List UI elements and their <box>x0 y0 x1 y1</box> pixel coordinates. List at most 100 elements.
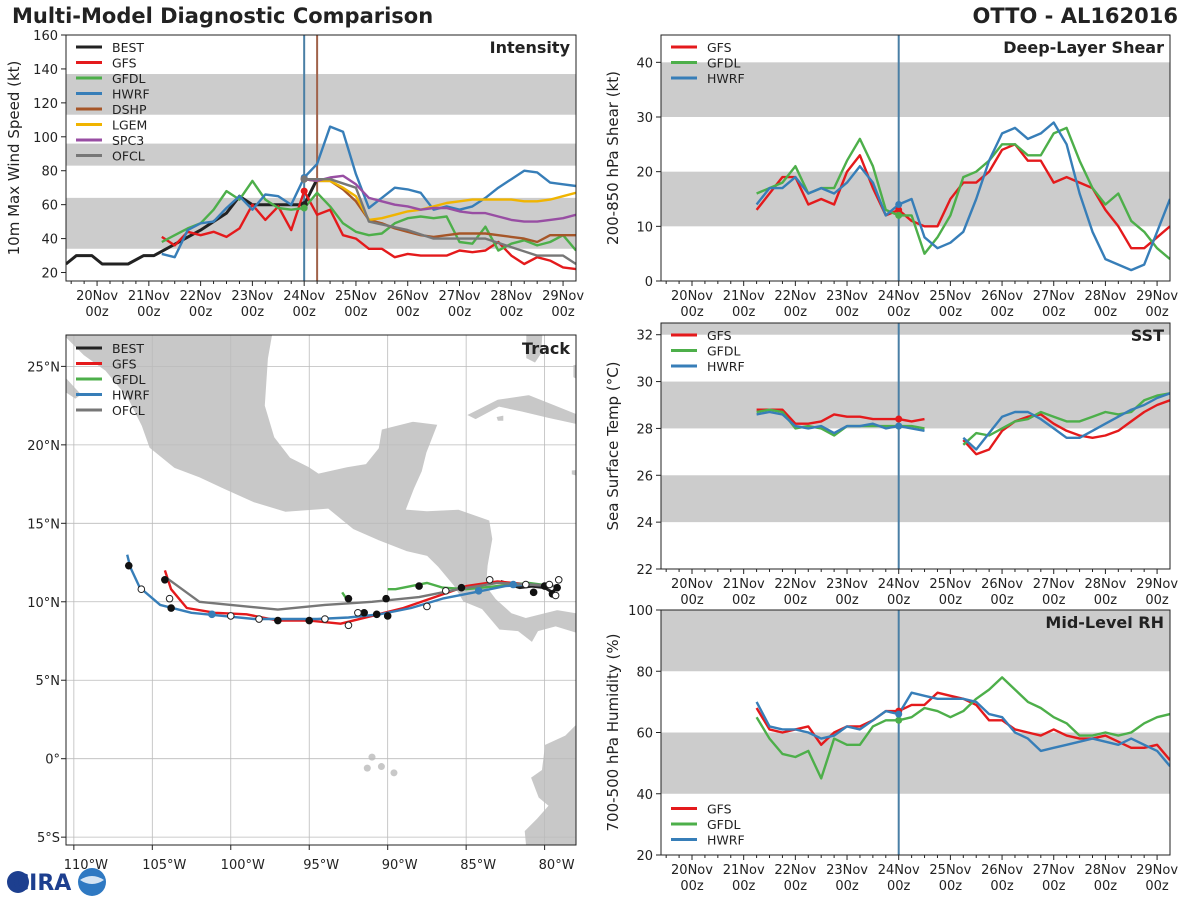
track-marker-open <box>255 615 263 623</box>
x-tick-label-hour: 00z <box>784 305 808 320</box>
legend-label-gfs: GFS <box>112 56 137 71</box>
plot-frame <box>65 34 577 282</box>
x-tick-label-hour: 00z <box>835 879 859 894</box>
logo-text: CIRA <box>13 871 71 896</box>
chart-title: Deep-Layer Shear <box>1003 38 1164 57</box>
track-marker-open <box>551 591 560 600</box>
current-point <box>300 204 308 212</box>
track-marker-open <box>441 586 450 595</box>
x-tick-label-hour: 00z <box>85 305 109 320</box>
land-south-america <box>523 611 576 845</box>
chart-title: Mid-Level RH <box>1045 613 1164 632</box>
series-line-gfdl <box>755 676 1170 780</box>
x-tick-label-day: 28Nov <box>1084 289 1126 304</box>
current-point <box>895 211 903 219</box>
x-tick-label-day: 28Nov <box>1084 577 1126 592</box>
x-tick-label-day: 28Nov <box>1084 863 1126 878</box>
x-tick-label-day: 24Nov <box>283 289 325 304</box>
chart-intensity: 20Nov00z21Nov00z22Nov00z23Nov00z24Nov00z… <box>5 29 584 320</box>
legend-label-gfdl: GFDL <box>707 817 741 832</box>
x-tick-label: 105°W <box>142 858 186 873</box>
threshold-band <box>661 610 1170 672</box>
track-marker-filled <box>360 608 368 617</box>
x-tick-label-day: 25Nov <box>929 863 971 878</box>
track-marker-filled <box>553 583 561 592</box>
series-line-hwrf <box>755 691 1170 767</box>
x-tick-label-day: 25Nov <box>929 577 971 592</box>
legend-label-gfdl: GFDL <box>707 344 741 359</box>
x-tick-label-hour: 00z <box>732 305 756 320</box>
y-tick-label: 160 <box>33 29 58 44</box>
plot-area <box>66 35 576 281</box>
x-tick-label: 90°W <box>382 858 418 873</box>
x-tick-label-day: 25Nov <box>335 289 377 304</box>
x-tick-label-day: 23Nov <box>826 577 868 592</box>
x-tick-label-hour: 00z <box>448 305 472 320</box>
x-tick-label-day: 21Nov <box>128 289 170 304</box>
x-tick-label-day: 23Nov <box>231 289 273 304</box>
chart-rh: 20Nov00z21Nov00z22Nov00z23Nov00z24Nov00z… <box>604 604 1178 894</box>
threshold-band <box>66 197 576 249</box>
current-point <box>895 422 903 430</box>
threshold-band <box>66 74 576 115</box>
y-tick-label: 0 <box>645 275 653 290</box>
y-tick-label: 0° <box>45 753 60 768</box>
legend-label-hwrf: HWRF <box>112 388 150 403</box>
legend-label-gfs: GFS <box>707 40 732 55</box>
track-marker-filled <box>529 588 538 597</box>
land-galapagos <box>377 763 385 771</box>
track-marker-open <box>423 602 431 611</box>
x-tick-label-day: 29Nov <box>1136 577 1178 592</box>
track-marker-current <box>474 586 483 595</box>
track-marker-open <box>485 576 494 584</box>
x-tick-label-hour: 00z <box>1094 305 1118 320</box>
x-tick-label-day: 20Nov <box>671 863 713 878</box>
x-tick-label-hour: 00z <box>551 305 575 320</box>
series-line-hwrf <box>161 125 576 259</box>
y-tick-label: 5°N <box>36 674 61 689</box>
y-axis-label: 200-850 hPa Shear (kt) <box>604 71 622 245</box>
x-tick-label-day: 22Nov <box>180 289 222 304</box>
x-tick-label-hour: 00z <box>990 879 1014 894</box>
y-tick-label: 20 <box>636 849 653 864</box>
y-tick-label: 20°N <box>27 439 60 454</box>
track-marker-open <box>137 585 146 594</box>
y-axis-label: Sea Surface Temp (°C) <box>604 361 622 530</box>
plot-frame <box>660 609 1171 856</box>
threshold-band <box>661 171 1170 227</box>
track-marker-open <box>321 615 329 623</box>
series-line-gfs <box>161 189 576 271</box>
x-tick-label-day: 29Nov <box>542 289 584 304</box>
storm-id: OTTO - AL162016 <box>972 4 1178 28</box>
legend-label-gfdl: GFDL <box>707 56 741 71</box>
track-marker-filled <box>457 583 466 592</box>
x-tick-label-day: 29Nov <box>1136 863 1178 878</box>
y-tick-label: 100 <box>628 604 653 619</box>
x-tick-label-hour: 00z <box>680 879 704 894</box>
x-tick-label-hour: 00z <box>732 879 756 894</box>
y-tick-label: 100 <box>33 131 58 146</box>
land-central-america <box>66 335 576 644</box>
x-tick-label-day: 25Nov <box>929 289 971 304</box>
current-point <box>895 206 903 214</box>
x-tick-label-hour: 00z <box>835 305 859 320</box>
figure-title: Multi-Model Diagnostic Comparison <box>12 4 434 28</box>
x-tick-label-hour: 00z <box>732 593 756 608</box>
legend-label-gfs: GFS <box>707 802 732 817</box>
chart-sst: 20Nov00z21Nov00z22Nov00z23Nov00z24Nov00z… <box>604 322 1178 608</box>
y-tick-label: 30 <box>636 111 653 126</box>
legend-label-hwrf: HWRF <box>707 833 745 848</box>
legend-label-spc3: SPC3 <box>112 133 144 148</box>
track-marker-filled <box>372 610 381 619</box>
series-line-lgem <box>304 178 576 222</box>
x-tick-label-day: 27Nov <box>1033 863 1075 878</box>
x-tick-label-hour: 00z <box>990 593 1014 608</box>
x-tick-label-day: 23Nov <box>826 863 868 878</box>
y-tick-label: 60 <box>41 199 58 214</box>
legend-label-lgem: LGEM <box>112 118 147 133</box>
x-tick-label-hour: 00z <box>1145 305 1169 320</box>
x-tick-label-day: 26Nov <box>387 289 429 304</box>
track-marker-filled <box>305 616 314 625</box>
y-tick-label: 80 <box>41 165 58 180</box>
